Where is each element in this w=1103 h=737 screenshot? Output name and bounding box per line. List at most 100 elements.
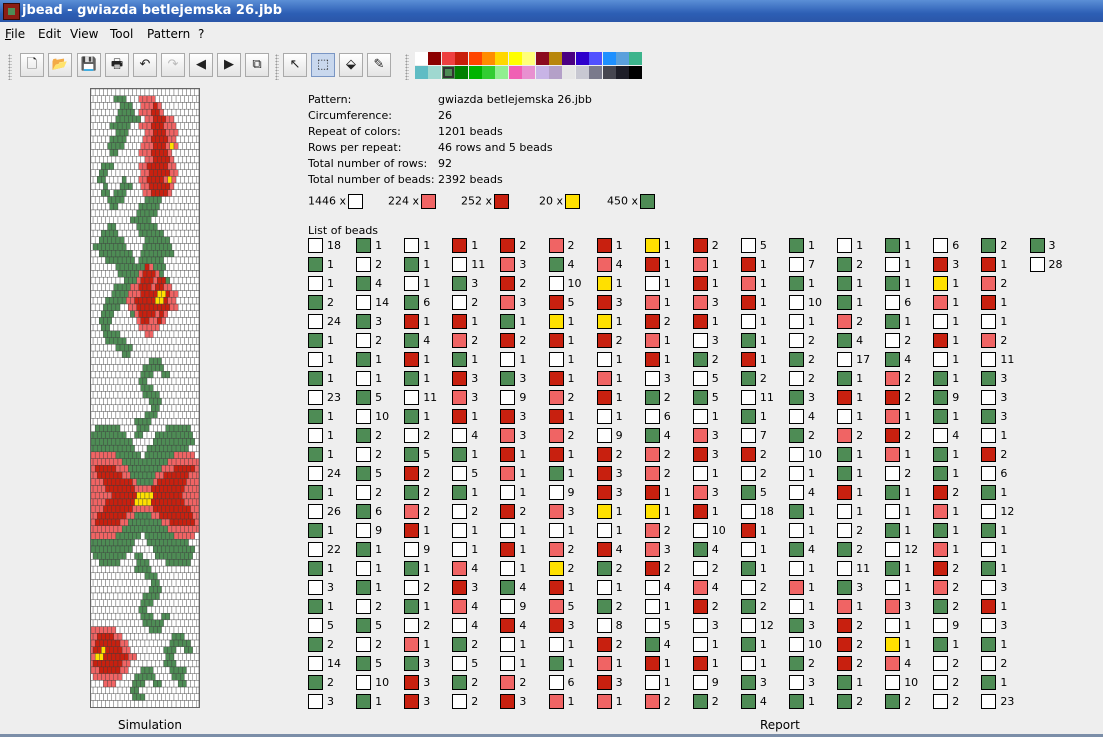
palette-swatch[interactable] bbox=[589, 66, 603, 79]
open-file-button[interactable]: 📂 bbox=[48, 53, 72, 77]
sim-bead bbox=[155, 216, 160, 224]
pipette-tool-button[interactable]: ✎ bbox=[367, 53, 391, 77]
toolbar-grip[interactable] bbox=[8, 54, 12, 80]
bead-list-swatch bbox=[981, 428, 997, 443]
new-file-button[interactable]: 🗋 bbox=[20, 53, 44, 77]
sim-bead bbox=[192, 619, 198, 627]
menu-tool[interactable]: Tool bbox=[110, 27, 134, 41]
sim-bead bbox=[155, 350, 160, 358]
redo-button[interactable]: ↷ bbox=[161, 53, 185, 77]
sim-bead bbox=[92, 324, 98, 332]
fill-tool-button[interactable]: ⬙ bbox=[339, 53, 363, 77]
sim-bead bbox=[192, 539, 198, 547]
palette-swatch[interactable] bbox=[629, 52, 643, 65]
select-tool-button[interactable]: ⬚ bbox=[311, 53, 335, 77]
palette-swatch[interactable] bbox=[616, 66, 629, 79]
bead-list-count: 4 bbox=[519, 581, 527, 594]
sim-bead bbox=[194, 559, 199, 567]
palette-swatch[interactable] bbox=[508, 66, 522, 79]
palette-swatch[interactable] bbox=[589, 52, 603, 65]
sim-bead bbox=[126, 216, 131, 224]
save-button[interactable]: 💾 bbox=[77, 53, 101, 77]
sim-bead bbox=[151, 512, 156, 520]
sim-bead bbox=[97, 606, 102, 614]
palette-swatch[interactable] bbox=[535, 66, 549, 79]
sim-bead bbox=[180, 135, 185, 143]
palette-swatch[interactable] bbox=[562, 66, 576, 79]
palette-swatch[interactable] bbox=[495, 66, 509, 79]
undo-button[interactable]: ↶ bbox=[133, 53, 157, 77]
copy-button[interactable]: ⧉ bbox=[245, 53, 269, 77]
toolbar-grip-2[interactable] bbox=[275, 54, 279, 80]
palette-swatch[interactable] bbox=[575, 52, 589, 65]
palette-swatch[interactable] bbox=[428, 66, 442, 79]
bead-list-count: 1 bbox=[759, 258, 767, 271]
palette-swatch[interactable] bbox=[468, 52, 482, 65]
sim-bead bbox=[146, 283, 152, 291]
bead-simulation[interactable] bbox=[91, 89, 199, 707]
sim-bead bbox=[157, 492, 162, 500]
sim-bead bbox=[155, 324, 160, 332]
sim-bead bbox=[182, 478, 187, 486]
palette-swatch[interactable] bbox=[495, 52, 509, 65]
menu-pattern[interactable]: Pattern bbox=[147, 27, 191, 41]
sim-bead bbox=[173, 223, 179, 231]
sim-bead bbox=[128, 693, 133, 701]
sim-bead bbox=[138, 700, 144, 707]
palette-swatch[interactable] bbox=[508, 52, 522, 65]
menu-edit[interactable]: Edit bbox=[38, 27, 62, 41]
sim-bead bbox=[196, 592, 199, 600]
sim-bead bbox=[124, 666, 129, 674]
menu-help[interactable]: ? bbox=[198, 27, 205, 41]
sim-bead bbox=[194, 209, 199, 217]
menu-view[interactable]: View bbox=[70, 27, 99, 41]
toolbar-grip-3[interactable] bbox=[405, 54, 409, 80]
palette-swatch[interactable] bbox=[441, 52, 455, 65]
sim-bead bbox=[184, 364, 189, 372]
arrow-left-button[interactable]: ◀ bbox=[189, 53, 213, 77]
bead-list-count: 2 bbox=[519, 505, 527, 518]
sim-bead bbox=[177, 276, 183, 285]
palette-swatch[interactable] bbox=[482, 66, 495, 79]
palette-swatch[interactable] bbox=[455, 66, 469, 79]
arrow-right-button[interactable]: ▶ bbox=[217, 53, 241, 77]
sim-bead bbox=[107, 142, 112, 150]
print-button[interactable]: 🖶 bbox=[105, 53, 129, 77]
sim-bead bbox=[180, 404, 185, 412]
sim-bead bbox=[101, 565, 106, 574]
sim-bead bbox=[192, 471, 198, 479]
palette-swatch[interactable] bbox=[549, 52, 562, 65]
palette-swatch[interactable] bbox=[602, 52, 616, 65]
palette-swatch[interactable] bbox=[616, 52, 629, 65]
sim-bead bbox=[165, 559, 171, 567]
palette-swatch[interactable] bbox=[522, 66, 536, 79]
sim-bead bbox=[132, 209, 137, 217]
menu-file[interactable]: File bbox=[5, 27, 26, 41]
sim-bead bbox=[182, 142, 187, 150]
palette-swatch[interactable] bbox=[535, 52, 549, 65]
sim-bead bbox=[157, 196, 162, 204]
sim-bead bbox=[113, 619, 119, 627]
sim-bead bbox=[142, 525, 148, 533]
palette-swatch[interactable] bbox=[415, 52, 428, 65]
palette-swatch[interactable] bbox=[562, 52, 576, 65]
sim-bead bbox=[132, 384, 137, 392]
bead-list-count: 2 bbox=[375, 429, 383, 442]
palette-swatch[interactable] bbox=[415, 66, 428, 79]
palette-swatch[interactable] bbox=[468, 66, 482, 79]
palette-swatch[interactable] bbox=[629, 66, 643, 79]
palette-swatch[interactable] bbox=[602, 66, 616, 79]
palette-swatch[interactable] bbox=[441, 66, 455, 79]
sim-bead bbox=[175, 108, 181, 117]
sim-bead bbox=[194, 182, 199, 190]
sim-bead bbox=[192, 189, 198, 197]
palette-swatch[interactable] bbox=[455, 52, 469, 65]
sim-bead bbox=[111, 182, 117, 190]
palette-swatch[interactable] bbox=[575, 66, 589, 79]
palette-swatch[interactable] bbox=[549, 66, 562, 79]
sim-bead bbox=[173, 492, 179, 500]
palette-swatch[interactable] bbox=[522, 52, 536, 65]
pointer-tool-button[interactable]: ↖ bbox=[283, 53, 307, 77]
palette-swatch[interactable] bbox=[428, 52, 442, 65]
palette-swatch[interactable] bbox=[482, 52, 495, 65]
